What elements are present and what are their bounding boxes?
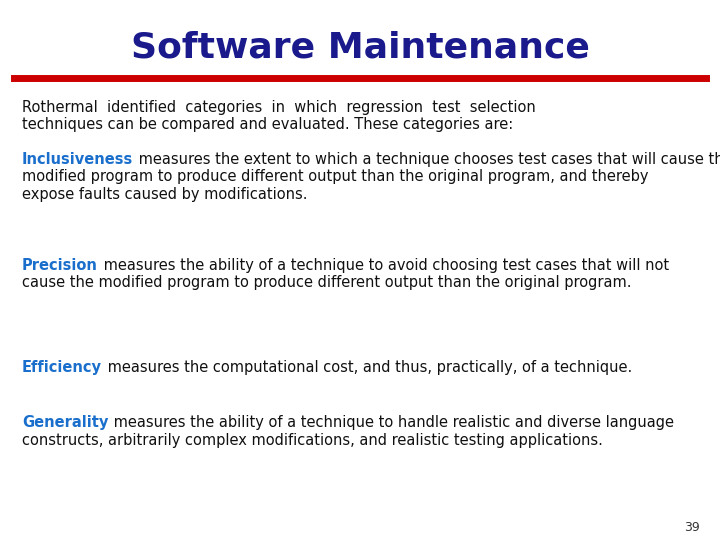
Text: Software Maintenance: Software Maintenance: [130, 31, 590, 65]
Text: expose faults caused by modifications.: expose faults caused by modifications.: [22, 187, 307, 202]
Text: measures the ability of a technique to handle realistic and diverse language: measures the ability of a technique to h…: [109, 415, 675, 430]
Text: measures the extent to which a technique chooses test cases that will cause the: measures the extent to which a technique…: [134, 152, 720, 167]
Text: Rothermal  identified  categories  in  which  regression  test  selection: Rothermal identified categories in which…: [22, 100, 536, 115]
Text: constructs, arbitrarily complex modifications, and realistic testing application: constructs, arbitrarily complex modifica…: [22, 433, 603, 448]
Text: Inclusiveness: Inclusiveness: [22, 152, 133, 167]
Text: measures the computational cost, and thus, practically, of a technique.: measures the computational cost, and thu…: [103, 360, 632, 375]
Text: techniques can be compared and evaluated. These categories are:: techniques can be compared and evaluated…: [22, 118, 513, 132]
Text: 39: 39: [684, 521, 700, 534]
Text: Efficiency: Efficiency: [22, 360, 102, 375]
Text: Precision: Precision: [22, 258, 98, 273]
Text: measures the ability of a technique to avoid choosing test cases that will not: measures the ability of a technique to a…: [99, 258, 669, 273]
Text: modified program to produce different output than the original program, and ther: modified program to produce different ou…: [22, 170, 649, 185]
Text: cause the modified program to produce different output than the original program: cause the modified program to produce di…: [22, 275, 631, 291]
Text: Generality: Generality: [22, 415, 109, 430]
